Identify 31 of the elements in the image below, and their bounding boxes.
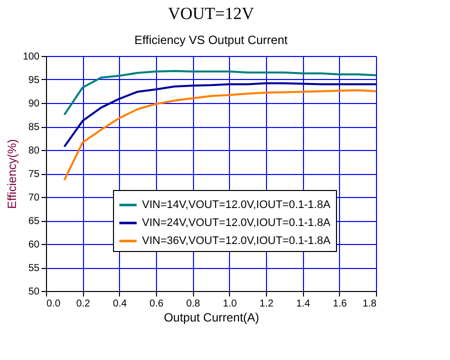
y-tick-label: 75 xyxy=(28,169,40,180)
chart-subtitle: Efficiency VS Output Current xyxy=(134,33,288,47)
x-tick-label: 0.8 xyxy=(186,298,201,310)
line-series xyxy=(63,89,376,182)
y-tick-label: 55 xyxy=(28,263,40,274)
y-tick-label: 70 xyxy=(28,192,40,204)
x-tick-label: 1.2 xyxy=(260,298,274,310)
legend-label: VIN=36V,VOUT=12.0V,IOUT=0.1-1.8A xyxy=(142,235,332,247)
chart-title: VOUT=12V xyxy=(168,4,255,23)
x-tick-label: 0.4 xyxy=(112,298,128,310)
x-axis-title: Output Current(A) xyxy=(164,310,260,324)
y-tick-label: 80 xyxy=(28,146,40,156)
y-axis-title: Efficiency(%) xyxy=(4,139,19,209)
x-tick-label: 0.0 xyxy=(46,298,61,310)
x-tick-label: 1.6 xyxy=(332,298,348,310)
x-tick-label: 1.4 xyxy=(296,298,311,310)
legend-label: VIN=14V,VOUT=12.0V,IOUT=0.1-1.8A xyxy=(142,199,332,211)
y-tick-label: 65 xyxy=(28,216,40,227)
y-tick-label: 85 xyxy=(28,122,40,133)
x-tick-label: 1.0 xyxy=(222,298,238,310)
y-tick-label: 95 xyxy=(28,75,40,86)
line-series xyxy=(63,82,376,148)
y-tick-label: 60 xyxy=(28,240,40,250)
y-tick-label: 50 xyxy=(28,286,40,298)
legend-label: VIN=24V,VOUT=12.0V,IOUT=0.1-1.8A xyxy=(142,217,332,229)
y-tick-label: 90 xyxy=(28,98,40,110)
x-tick-label: 0.2 xyxy=(76,298,91,310)
line-series xyxy=(63,70,376,116)
x-tick-label: 0.6 xyxy=(150,298,164,310)
y-tick-label: 100 xyxy=(22,52,40,62)
x-tick-label: 1.8 xyxy=(362,298,377,310)
